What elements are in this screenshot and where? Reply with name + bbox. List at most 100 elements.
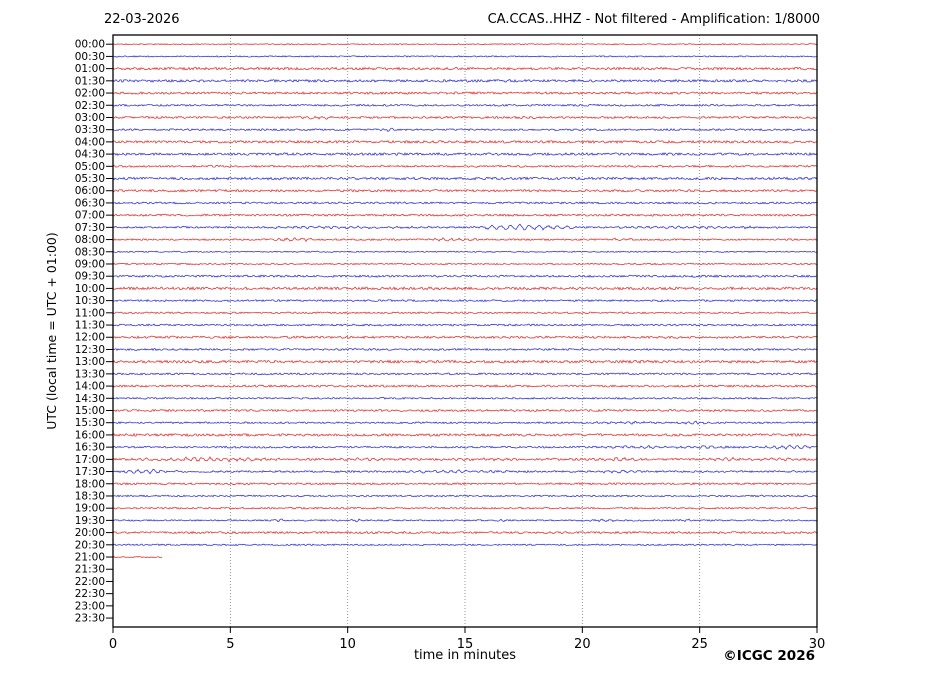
y-tick-label: 10:00 xyxy=(75,283,105,295)
y-tick-label: 02:30 xyxy=(75,100,105,112)
seismo-trace-19:00 xyxy=(112,506,818,510)
y-tick-label: 05:00 xyxy=(75,161,105,173)
y-tick-label: 00:30 xyxy=(75,51,105,63)
y-tick-label: 12:00 xyxy=(75,332,105,344)
seismo-trace-05:00 xyxy=(112,164,818,168)
y-tick-label: 22:30 xyxy=(75,588,105,600)
seismo-trace-20:00 xyxy=(112,530,818,535)
y-tick-label: 01:00 xyxy=(75,63,105,75)
seismo-trace-12:00 xyxy=(112,335,818,340)
seismo-trace-18:00 xyxy=(112,482,818,486)
y-tick-label: 05:30 xyxy=(75,173,105,185)
seismo-trace-13:30 xyxy=(112,372,818,376)
x-tick-label: 10 xyxy=(339,637,356,652)
seismo-trace-16:30 xyxy=(112,444,818,450)
y-tick-label: 03:00 xyxy=(75,112,105,124)
seismo-trace-20:30 xyxy=(112,543,818,547)
x-tick-label: 20 xyxy=(574,637,591,652)
seismo-trace-08:30 xyxy=(112,250,818,253)
y-tick-label: 13:00 xyxy=(75,356,105,368)
seismo-trace-10:00 xyxy=(112,286,818,291)
seismo-trace-03:30 xyxy=(112,127,818,133)
x-tick-label: 0 xyxy=(109,637,117,652)
seismo-trace-07:30 xyxy=(112,223,818,231)
y-tick-label: 11:00 xyxy=(75,307,105,319)
y-tick-label: 10:30 xyxy=(75,295,105,307)
seismo-trace-08:00 xyxy=(112,237,818,243)
y-tick-label: 14:00 xyxy=(75,381,105,393)
y-tick-label: 14:30 xyxy=(75,393,105,405)
y-tick-label: 04:00 xyxy=(75,136,105,148)
x-tick-label: 5 xyxy=(226,637,234,652)
seismo-trace-06:00 xyxy=(112,188,818,193)
y-tick-label: 15:30 xyxy=(75,417,105,429)
seismo-trace-15:00 xyxy=(112,408,818,413)
y-tick-label: 07:00 xyxy=(75,210,105,222)
seismo-trace-10:30 xyxy=(112,298,818,303)
seismo-trace-00:00 xyxy=(112,43,818,46)
y-tick-label: 23:30 xyxy=(75,613,105,625)
y-tick-label: 13:30 xyxy=(75,368,105,380)
x-tick-label: 15 xyxy=(457,637,474,652)
y-tick-label: 21:30 xyxy=(75,564,105,576)
y-tick-label: 07:30 xyxy=(75,222,105,234)
seismo-trace-02:00 xyxy=(112,91,818,95)
y-tick-label: 23:00 xyxy=(75,600,105,612)
seismo-trace-05:30 xyxy=(112,176,818,181)
seismo-trace-02:30 xyxy=(112,103,818,107)
y-tick-label: 16:30 xyxy=(75,442,105,454)
y-tick-label: 18:00 xyxy=(75,478,105,490)
seismo-trace-04:30 xyxy=(112,151,818,157)
seismo-trace-07:00 xyxy=(112,213,818,217)
copyright-label: ©ICGC 2026 xyxy=(723,648,815,664)
y-tick-label: 04:30 xyxy=(75,149,105,161)
seismo-trace-09:00 xyxy=(112,262,818,266)
y-tick-label: 00:00 xyxy=(75,39,105,51)
y-tick-label: 11:30 xyxy=(75,320,105,332)
seismo-trace-19:30 xyxy=(112,518,818,523)
seismo-trace-06:30 xyxy=(112,201,818,205)
y-tick-label: 20:30 xyxy=(75,539,105,551)
y-tick-label: 19:30 xyxy=(75,515,105,527)
x-tick-label: 30 xyxy=(809,637,826,652)
y-tick-label: 06:30 xyxy=(75,197,105,209)
y-tick-label: 08:30 xyxy=(75,246,105,258)
seismo-trace-11:00 xyxy=(112,311,818,315)
y-tick-label: 17:30 xyxy=(75,466,105,478)
seismo-trace-14:00 xyxy=(112,384,818,388)
station-title: CA.CCAS..HHZ - Not filtered - Amplificat… xyxy=(487,12,820,27)
plot-border xyxy=(112,34,818,628)
x-axis-title: time in minutes xyxy=(413,648,517,663)
seismo-trace-04:00 xyxy=(112,139,818,144)
seismo-trace-16:00 xyxy=(112,432,818,438)
seismo-trace-14:30 xyxy=(112,396,818,400)
y-tick-label: 22:00 xyxy=(75,576,105,588)
y-tick-label: 12:30 xyxy=(75,344,105,356)
x-tick-label: 25 xyxy=(691,637,708,652)
y-tick-label: 01:30 xyxy=(75,75,105,87)
seismo-trace-12:30 xyxy=(112,347,818,352)
date-title: 22-03-2026 xyxy=(104,12,180,27)
seismo-trace-01:30 xyxy=(112,78,818,83)
y-tick-label: 03:30 xyxy=(75,124,105,136)
y-tick-label: 08:00 xyxy=(75,234,105,246)
y-tick-label: 15:00 xyxy=(75,405,105,417)
y-tick-label: 18:30 xyxy=(75,490,105,502)
seismo-trace-18:30 xyxy=(112,494,818,498)
seismo-trace-00:30 xyxy=(112,55,818,58)
seismo-trace-01:00 xyxy=(112,66,818,71)
seismo-trace-17:30 xyxy=(112,468,818,475)
y-tick-label: 06:00 xyxy=(75,185,105,197)
seismo-trace-21:00 xyxy=(112,555,163,559)
seismo-trace-03:00 xyxy=(112,115,818,120)
seismo-trace-15:30 xyxy=(112,420,818,425)
y-tick-label: 02:00 xyxy=(75,88,105,100)
y-tick-label: 16:00 xyxy=(75,429,105,441)
y-tick-label: 21:00 xyxy=(75,552,105,564)
seismo-trace-13:00 xyxy=(112,359,818,364)
y-tick-label: 20:00 xyxy=(75,527,105,539)
seismo-trace-11:30 xyxy=(112,323,818,327)
seismo-trace-09:30 xyxy=(112,274,818,278)
